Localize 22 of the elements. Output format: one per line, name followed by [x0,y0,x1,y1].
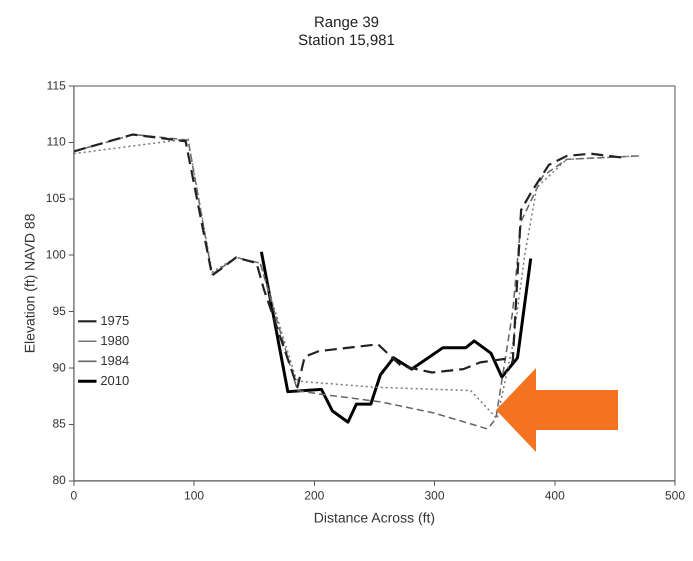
x-axis-title: Distance Across (ft) [314,509,436,526]
x-tick-label: 400 [544,488,566,502]
legend-label: 1980 [100,332,130,348]
x-tick-label: 0 [70,488,78,502]
chart-subtitle: Station 15,981 [298,32,395,50]
legend-label: 1975 [100,312,130,328]
x-tick-label: 300 [424,488,445,502]
y-tick-label: 95 [52,304,66,318]
y-tick-label: 90 [52,360,66,374]
y-axis-title: Elevation (ft) NAVD 88 [21,213,38,354]
x-tick-label: 200 [304,488,325,502]
y-tick-label: 85 [52,416,66,431]
x-tick-label: 100 [184,488,204,502]
chart-title: Range 39 [314,14,380,32]
legend-label: 1984 [100,352,130,368]
y-tick-label: 80 [52,473,66,488]
y-tick-label: 110 [46,134,66,149]
legend-label: 2010 [100,372,130,388]
y-tick-label: 105 [46,191,66,206]
x-tick-label: 500 [664,488,686,502]
y-tick-label: 115 [46,78,66,92]
y-tick-label: 100 [46,248,66,262]
